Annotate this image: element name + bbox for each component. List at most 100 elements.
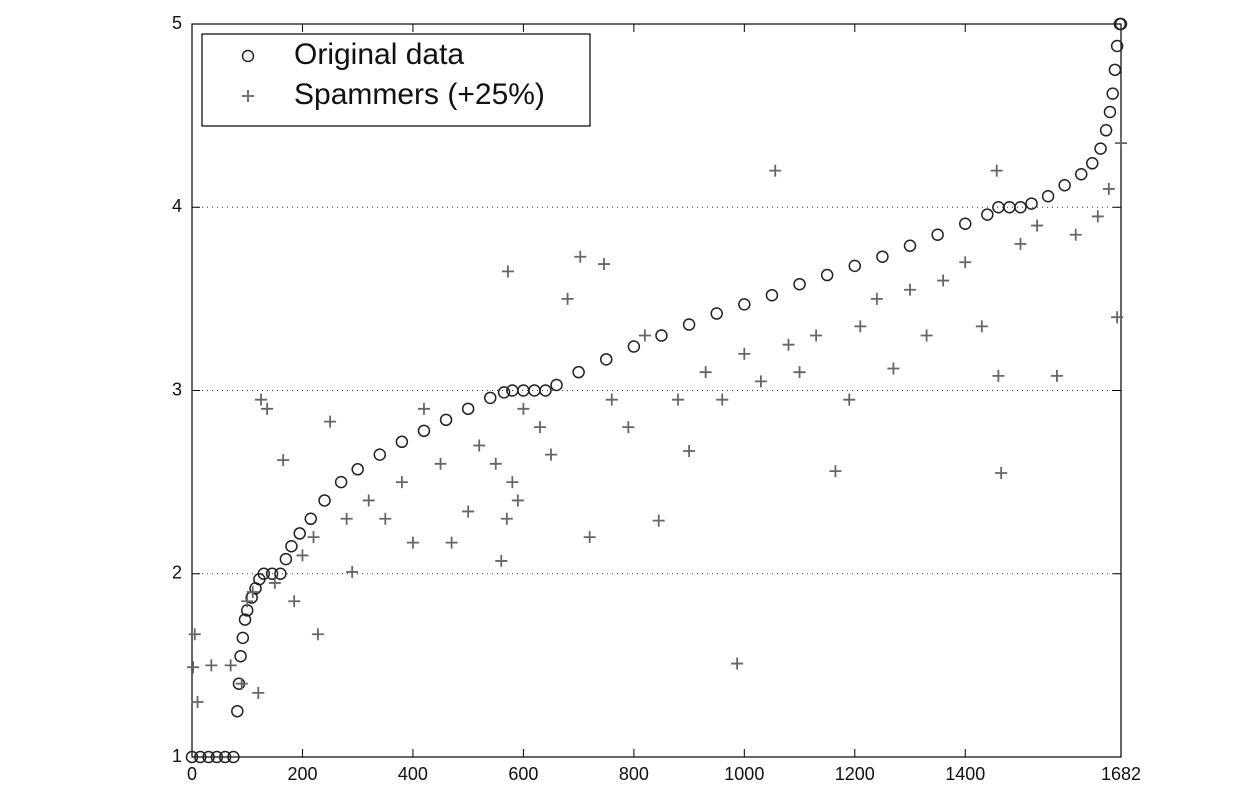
point <box>293 527 306 540</box>
point <box>439 413 453 427</box>
legend-label: Original data <box>294 38 464 71</box>
point <box>738 347 751 360</box>
point <box>655 329 668 342</box>
point <box>373 448 387 461</box>
point <box>1074 168 1088 181</box>
point <box>296 549 309 562</box>
point <box>395 476 408 489</box>
point <box>265 567 279 580</box>
point <box>210 750 224 764</box>
point <box>461 402 475 416</box>
point <box>379 512 392 525</box>
point <box>277 454 290 467</box>
point <box>234 649 247 663</box>
point <box>1108 63 1122 77</box>
point <box>958 217 972 230</box>
point <box>218 750 232 764</box>
point <box>1115 137 1127 150</box>
point <box>1102 182 1115 195</box>
point <box>765 288 779 302</box>
point <box>274 567 287 580</box>
point <box>810 329 823 342</box>
y-tick-label: 3 <box>172 379 182 399</box>
point <box>285 540 298 553</box>
point <box>406 536 419 549</box>
point <box>627 340 641 353</box>
point <box>1014 201 1027 214</box>
point <box>351 463 364 476</box>
point <box>1106 87 1119 100</box>
point <box>187 661 200 674</box>
point <box>311 628 324 641</box>
point <box>1031 219 1044 232</box>
point <box>769 164 782 177</box>
point <box>738 298 751 311</box>
point <box>793 277 806 291</box>
legend-marker <box>241 49 255 63</box>
x-tick-label: 1400 <box>945 764 985 784</box>
point <box>990 164 1003 177</box>
point <box>1103 105 1117 119</box>
point <box>550 378 563 392</box>
point <box>672 393 685 406</box>
point <box>716 393 729 406</box>
point <box>236 631 250 645</box>
point <box>417 424 431 438</box>
point <box>334 475 348 489</box>
point <box>395 435 409 449</box>
point <box>346 565 359 578</box>
point <box>501 265 514 278</box>
x-tick-label: 800 <box>619 764 649 784</box>
point <box>959 256 972 269</box>
point <box>288 595 301 608</box>
point <box>699 366 712 379</box>
x-tick-label: 400 <box>398 764 428 784</box>
point <box>307 531 320 544</box>
point <box>887 362 900 375</box>
point <box>246 586 259 599</box>
point <box>1114 17 1128 31</box>
point <box>489 457 502 470</box>
point <box>324 415 337 428</box>
point <box>1086 157 1099 170</box>
point <box>731 657 744 670</box>
point <box>1099 124 1113 137</box>
point <box>511 494 524 507</box>
point <box>1069 228 1082 241</box>
x-tick-label: 0 <box>187 764 197 784</box>
point <box>829 465 842 478</box>
point <box>304 512 317 526</box>
point <box>268 576 281 589</box>
point <box>252 686 265 699</box>
point <box>1094 142 1107 155</box>
point <box>854 320 867 333</box>
point <box>920 329 933 342</box>
point <box>870 292 883 305</box>
x-tick-label: 1682 <box>1101 764 1141 784</box>
point <box>1110 39 1124 53</box>
point <box>473 439 486 452</box>
x-tick-label: 200 <box>287 764 317 784</box>
point <box>340 512 353 525</box>
point <box>598 258 611 271</box>
point <box>495 554 508 567</box>
point <box>995 466 1008 479</box>
point <box>545 448 558 461</box>
point <box>484 391 497 405</box>
point <box>583 531 596 544</box>
point <box>1014 237 1027 250</box>
point <box>793 366 806 379</box>
point <box>683 444 696 457</box>
point <box>710 307 723 320</box>
point <box>261 402 274 415</box>
y-tick-label: 2 <box>172 563 182 583</box>
plot-frame <box>191 23 1122 758</box>
point <box>255 393 268 406</box>
point <box>462 505 475 518</box>
point <box>876 250 889 263</box>
point <box>528 384 541 397</box>
point <box>574 250 587 263</box>
point <box>1058 179 1071 192</box>
point <box>1025 197 1038 210</box>
point <box>561 292 574 305</box>
